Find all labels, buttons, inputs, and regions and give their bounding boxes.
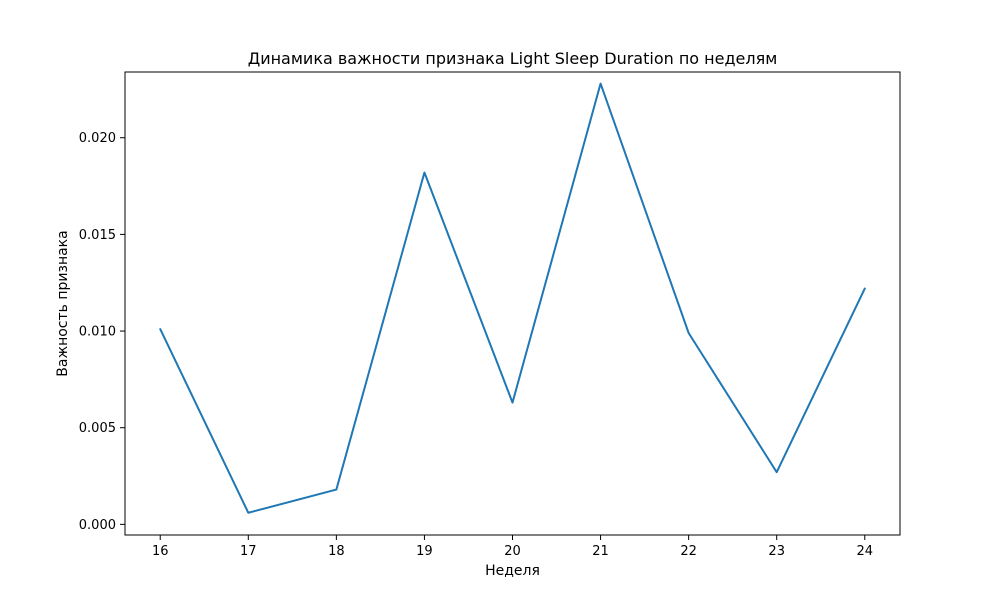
chart-title: Динамика важности признака Light Sleep D… [248, 49, 778, 68]
x-tick-label: 23 [768, 544, 785, 559]
plot-area [159, 82, 866, 514]
x-tick-label: 17 [240, 544, 257, 559]
x-tick-label: 16 [152, 544, 169, 559]
x-axis-title: Неделя [485, 563, 540, 579]
x-tick-label: 20 [504, 544, 521, 559]
y-tick-label: 0.010 [79, 325, 116, 340]
x-tick-label: 19 [416, 544, 433, 559]
x-tick-label: 22 [680, 544, 697, 559]
y-tick-label: 0.000 [79, 518, 116, 533]
x-tick-label: 21 [592, 544, 609, 559]
y-tick-label: 0.015 [79, 228, 116, 243]
y-tick-label: 0.005 [79, 421, 116, 436]
x-axis: 16 17 18 19 20 21 22 23 24 [152, 535, 873, 559]
x-tick-label: 18 [328, 544, 345, 559]
x-tick-label: 24 [856, 544, 873, 559]
y-tick-label: 0.020 [79, 131, 116, 146]
y-axis-title: Важность признака [55, 230, 71, 376]
y-axis: 0.000 0.005 0.010 0.015 0.020 [79, 131, 125, 533]
